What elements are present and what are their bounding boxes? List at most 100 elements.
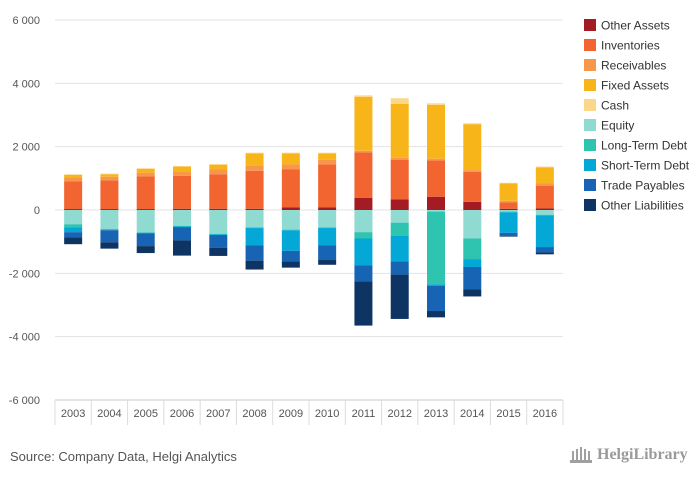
bar-segment bbox=[427, 210, 445, 212]
x-tick-label: 2011 bbox=[352, 408, 376, 420]
bar-segment bbox=[427, 311, 445, 318]
bar-segment bbox=[318, 207, 337, 210]
bar-segment bbox=[100, 210, 119, 229]
bar-segment bbox=[281, 229, 300, 231]
bar-segment bbox=[136, 246, 155, 254]
bar-segment bbox=[245, 228, 264, 246]
library-columns-icon bbox=[570, 447, 592, 463]
bar-segment bbox=[136, 176, 155, 210]
bar-segment bbox=[209, 208, 228, 210]
bar-segment bbox=[535, 208, 554, 210]
bar-segment bbox=[64, 232, 83, 238]
legend-label: Long-Term Debt bbox=[601, 139, 688, 153]
bars bbox=[64, 95, 554, 326]
legend-swatch bbox=[584, 39, 596, 51]
bar-segment bbox=[64, 209, 83, 210]
bar-segment bbox=[499, 235, 518, 237]
legend-label: Equity bbox=[601, 119, 634, 133]
legend-swatch bbox=[584, 99, 596, 111]
bar-segment bbox=[463, 259, 482, 267]
bar-segment bbox=[281, 207, 300, 210]
bar-segment bbox=[281, 230, 300, 251]
y-tick-label: 4 000 bbox=[12, 78, 40, 90]
y-tick-label: 0 bbox=[34, 205, 40, 217]
legend-swatch bbox=[584, 139, 596, 151]
legend-label: Inventories bbox=[601, 39, 660, 53]
x-tick-label: 2006 bbox=[170, 408, 194, 420]
legend-swatch bbox=[584, 159, 596, 171]
bar-segment bbox=[64, 210, 83, 225]
bar-segment bbox=[463, 289, 482, 297]
bar-segment bbox=[354, 150, 373, 153]
bar-segment bbox=[535, 214, 554, 216]
legend-label: Trade Payables bbox=[601, 179, 685, 193]
bar-segment bbox=[64, 227, 83, 233]
bar-segment bbox=[281, 153, 300, 165]
bar-segment bbox=[427, 211, 445, 285]
bar-segment bbox=[463, 267, 482, 290]
bar-segment bbox=[499, 210, 518, 212]
bar-segment bbox=[427, 285, 445, 312]
bar-segment bbox=[318, 260, 337, 265]
legend-label: Other Assets bbox=[601, 19, 670, 33]
bar-segment bbox=[209, 169, 228, 175]
bar-segment bbox=[354, 96, 373, 151]
gridlines bbox=[55, 19, 563, 401]
y-axis-labels: 6 000 4 000 2 000 0 -2 000 -4 000 -6 000 bbox=[9, 15, 40, 407]
legend: Other Assets Inventories Receivables Fixed … bbox=[584, 19, 690, 213]
bar-segment bbox=[64, 174, 83, 175]
bar-segment bbox=[499, 232, 518, 236]
bar-segment bbox=[209, 247, 228, 256]
bar-segment bbox=[173, 208, 191, 210]
bar-segment bbox=[173, 166, 191, 172]
bar-segment bbox=[499, 183, 518, 201]
bar-segment bbox=[390, 210, 409, 223]
bar-segment bbox=[535, 252, 554, 255]
bar-segment bbox=[354, 265, 373, 282]
bar-segment bbox=[499, 208, 518, 210]
legend-label: Short-Term Debt bbox=[601, 159, 690, 173]
bar-segment bbox=[245, 152, 264, 154]
bar-segment bbox=[245, 153, 264, 166]
legend-swatch bbox=[584, 19, 596, 31]
bar-segment bbox=[535, 183, 554, 186]
x-tick-label: 2009 bbox=[279, 408, 303, 420]
bar-segment bbox=[390, 103, 409, 158]
bar-segment bbox=[354, 210, 373, 233]
bar-segment bbox=[209, 164, 228, 170]
bar-segment bbox=[390, 199, 409, 210]
bar-segment bbox=[281, 250, 300, 262]
bar-segment bbox=[100, 209, 119, 210]
bar-segment bbox=[318, 210, 337, 228]
bar-segment bbox=[245, 245, 264, 261]
logo-text: HelgiLibrary bbox=[597, 446, 688, 463]
legend-label: Other Liabilities bbox=[601, 199, 684, 213]
bar-segment bbox=[499, 182, 518, 184]
bar-segment bbox=[209, 233, 228, 235]
bar-segment bbox=[245, 260, 264, 270]
y-tick-label: 2 000 bbox=[12, 142, 40, 154]
y-tick-label: -6 000 bbox=[9, 395, 40, 407]
bar-segment bbox=[64, 237, 83, 245]
bar-segment bbox=[245, 165, 264, 171]
bar-segment bbox=[173, 240, 191, 256]
legend-label: Fixed Assets bbox=[601, 79, 669, 93]
bar-segment bbox=[535, 215, 554, 248]
x-tick-label: 2004 bbox=[97, 408, 121, 420]
bar-segment bbox=[136, 232, 155, 234]
legend-swatch bbox=[584, 59, 596, 71]
bar-segment bbox=[136, 172, 155, 177]
bar-segment bbox=[354, 238, 373, 266]
x-axis-labels: 2003 2004 2005 2006 2007 2008 2009 2010 2011 2012… bbox=[61, 408, 557, 420]
bar-segment bbox=[463, 238, 482, 260]
bar-segment bbox=[100, 176, 119, 181]
bar-segment bbox=[100, 229, 119, 230]
bar-segment bbox=[173, 227, 191, 241]
bar-segment bbox=[281, 164, 300, 170]
bar-segment bbox=[390, 222, 409, 236]
bar-segment bbox=[463, 210, 482, 239]
bar-segment bbox=[318, 245, 337, 261]
bar-segment bbox=[173, 210, 191, 226]
bar-segment bbox=[209, 210, 228, 234]
bar-segment bbox=[173, 175, 191, 209]
